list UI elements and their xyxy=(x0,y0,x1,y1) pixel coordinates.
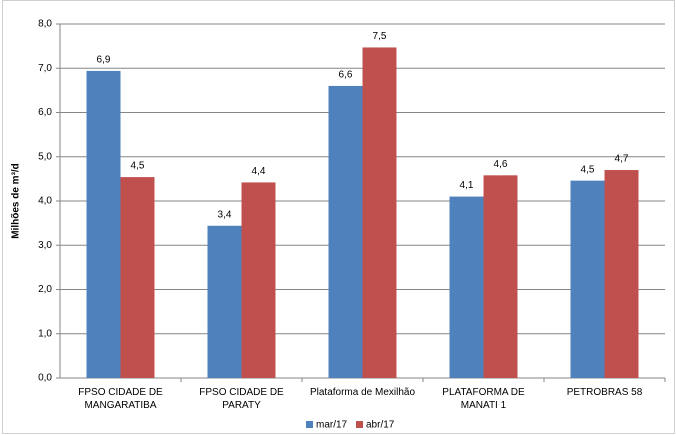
value-label: 3,4 xyxy=(218,209,232,220)
x-tick-label: PETROBRAS 58 xyxy=(566,387,643,398)
value-label: 7,5 xyxy=(373,31,387,42)
bar xyxy=(86,70,121,378)
value-label: 4,7 xyxy=(615,154,629,165)
value-label: 4,1 xyxy=(460,180,474,191)
value-label: 6,6 xyxy=(339,70,353,81)
y-axis-label: Milhões de m³/d xyxy=(11,163,22,239)
y-tick-label: 7,0 xyxy=(38,63,52,74)
y-tick-label: 4,0 xyxy=(38,196,52,207)
y-tick-label: 0,0 xyxy=(38,373,52,384)
bar xyxy=(604,170,639,378)
value-label: 4,4 xyxy=(252,166,266,177)
y-tick-label: 6,0 xyxy=(38,107,52,118)
legend-swatch xyxy=(356,421,363,428)
bar xyxy=(362,47,397,378)
y-tick-label: 5,0 xyxy=(38,151,52,162)
y-tick-label: 3,0 xyxy=(38,240,52,251)
y-tick-label: 1,0 xyxy=(38,328,52,339)
bar xyxy=(483,175,518,378)
legend-swatch xyxy=(306,421,313,428)
x-tick-label: PLATAFORMA DE MANATI 1 xyxy=(442,387,525,411)
bar xyxy=(449,196,484,378)
bar xyxy=(570,180,605,378)
y-tick-label: 8,0 xyxy=(38,19,52,30)
bar xyxy=(241,182,276,378)
bar xyxy=(328,85,363,378)
x-tick-label: FPSO CIDADE DE MANGARATIBA xyxy=(78,387,163,411)
value-label: 6,9 xyxy=(97,55,111,66)
bar xyxy=(120,177,155,378)
bar xyxy=(207,225,242,378)
value-label: 4,5 xyxy=(581,164,595,175)
value-label: 4,6 xyxy=(494,159,508,170)
legend-label: mar/17 xyxy=(316,420,348,431)
x-tick-label: Plataforma de Mexilhão xyxy=(309,387,416,398)
x-tick-label: FPSO CIDADE DE PARATY xyxy=(199,387,284,411)
value-label: 4,5 xyxy=(131,161,145,172)
legend-label: abr/17 xyxy=(366,420,395,431)
y-tick-label: 2,0 xyxy=(38,284,52,295)
